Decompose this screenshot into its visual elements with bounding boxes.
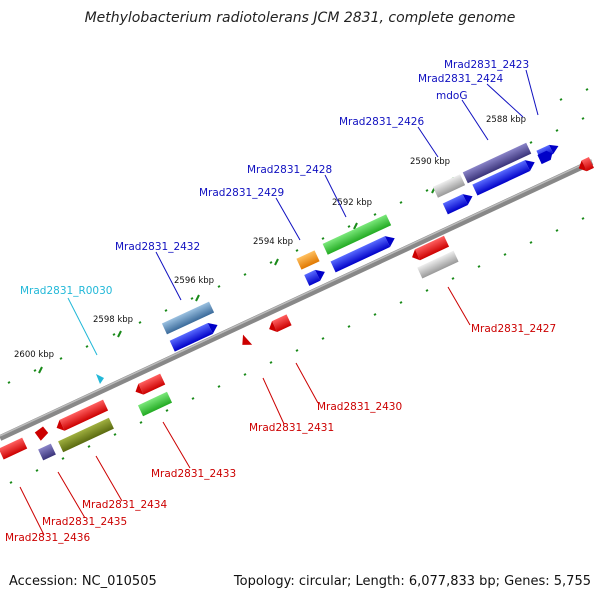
minus-strand-genes bbox=[0, 157, 594, 461]
genome-backbone-highlight bbox=[0, 159, 593, 437]
gene-label-mrad2831-2434[interactable]: Mrad2831_2434 bbox=[82, 499, 167, 511]
gene-feature[interactable] bbox=[462, 142, 532, 184]
gene-label-mrad2831-2423[interactable]: Mrad2831_2423 bbox=[444, 59, 529, 71]
gene-label-mrad2831-2424[interactable]: Mrad2831_2424 bbox=[418, 73, 503, 85]
gene-feature[interactable] bbox=[34, 426, 50, 442]
gene-label-mrad2831-2427[interactable]: Mrad2831_2427 bbox=[471, 323, 556, 335]
gene-feature[interactable] bbox=[442, 191, 475, 215]
scale-label-2590: 2590 kbp bbox=[410, 157, 450, 167]
gene-feature[interactable] bbox=[161, 301, 215, 335]
scale-label-2592: 2592 kbp bbox=[332, 198, 372, 208]
gene-label-mrad2831-2426[interactable]: Mrad2831_2426 bbox=[339, 116, 424, 128]
gene-feature[interactable] bbox=[54, 399, 109, 434]
gene-feature[interactable] bbox=[169, 320, 220, 352]
plus-strand-genes bbox=[161, 142, 559, 352]
gene-label-mrad2831-2430[interactable]: Mrad2831_2430 bbox=[317, 401, 402, 413]
genome-backbone bbox=[0, 159, 594, 441]
gene-label-mrad2831-r0030[interactable]: Mrad2831_R0030 bbox=[20, 285, 112, 297]
scale-label-2598: 2598 kbp bbox=[93, 315, 133, 325]
gene-label-mrad2831-2436[interactable]: Mrad2831_2436 bbox=[5, 532, 90, 544]
gene-label-mrad2831-2428[interactable]: Mrad2831_2428 bbox=[247, 164, 332, 176]
accession-text: Accession: NC_010505 bbox=[9, 574, 157, 589]
gene-label-mdog[interactable]: mdoG bbox=[436, 90, 467, 102]
leader-lines-plus bbox=[155, 69, 539, 301]
gene-feature[interactable] bbox=[322, 214, 392, 255]
genome-summary-text: Topology: circular; Length: 6,077,833 bp… bbox=[233, 574, 591, 589]
gene-feature[interactable] bbox=[137, 391, 173, 417]
rna-feature[interactable] bbox=[96, 374, 104, 384]
gene-feature[interactable] bbox=[330, 233, 398, 273]
gene-feature[interactable] bbox=[472, 157, 537, 196]
gene-feature[interactable] bbox=[0, 437, 28, 460]
gene-feature[interactable] bbox=[432, 174, 466, 198]
gene-feature[interactable] bbox=[296, 250, 320, 270]
leader-line-rna bbox=[67, 297, 98, 356]
gene-feature[interactable] bbox=[58, 417, 114, 453]
gene-feature[interactable] bbox=[537, 149, 554, 165]
map-title: Methylobacterium radiotolerans JCM 2831,… bbox=[84, 10, 516, 26]
gene-label-mrad2831-2431[interactable]: Mrad2831_2431 bbox=[249, 422, 334, 434]
gene-label-mrad2831-2429[interactable]: Mrad2831_2429 bbox=[199, 187, 284, 199]
gene-feature[interactable] bbox=[267, 314, 292, 334]
scale-label-2588: 2588 kbp bbox=[486, 115, 526, 125]
gene-feature[interactable] bbox=[410, 235, 450, 263]
gene-label-mrad2831-2432[interactable]: Mrad2831_2432 bbox=[115, 241, 200, 253]
gene-feature[interactable] bbox=[417, 250, 459, 279]
gene-feature[interactable] bbox=[304, 266, 327, 286]
gene-feature[interactable] bbox=[239, 333, 253, 349]
gene-feature[interactable] bbox=[38, 443, 56, 461]
leader-lines-minus bbox=[19, 286, 471, 536]
gene-feature[interactable] bbox=[576, 157, 594, 174]
gene-feature[interactable] bbox=[133, 373, 166, 398]
inner-tick-row bbox=[9, 217, 585, 484]
gene-label-mrad2831-2433[interactable]: Mrad2831_2433 bbox=[151, 468, 236, 480]
scale-label-2600: 2600 kbp bbox=[14, 350, 54, 360]
scale-label-2594: 2594 kbp bbox=[253, 237, 293, 247]
scale-label-2596: 2596 kbp bbox=[174, 276, 214, 286]
gene-label-mrad2831-2435[interactable]: Mrad2831_2435 bbox=[42, 516, 127, 528]
